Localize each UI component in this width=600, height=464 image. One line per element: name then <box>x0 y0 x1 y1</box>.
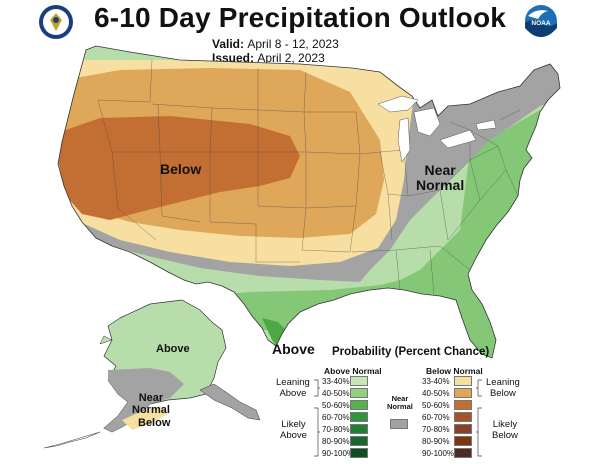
legend-above-pct: 60-70% <box>322 413 350 422</box>
svg-text:NOAA: NOAA <box>531 20 550 27</box>
legend-above-swatch <box>350 436 368 446</box>
likely-above-line1: Likely <box>281 419 306 430</box>
valid-line: Valid: April 8 - 12, 2023 <box>212 37 339 51</box>
issued-value: April 2, 2023 <box>257 51 325 65</box>
map-title: 6-10 Day Precipitation Outlook <box>93 2 507 33</box>
legend-below-swatch <box>454 448 472 458</box>
legend-below-swatch <box>454 388 472 398</box>
likely-below-line1: Likely <box>492 419 518 430</box>
label-below-alaska: Below <box>138 417 171 429</box>
leaning-below-line1: Leaning <box>486 377 520 388</box>
label-above-alaska: Above <box>156 343 190 355</box>
issued-line: Issued: April 2, 2023 <box>212 51 325 65</box>
likely-below-line2: Below <box>492 429 518 441</box>
leaning-above-line1: Leaning <box>276 377 310 388</box>
legend-above-swatch <box>350 388 368 398</box>
label-near-normal-east: Near Normal <box>416 163 464 192</box>
legend-below-pct: 80-90% <box>422 437 450 446</box>
legend-leaning-below: Leaning Below <box>486 377 520 400</box>
label-near-alaska-line2: Normal <box>132 403 170 416</box>
label-near-alaska-line1: Near <box>138 392 164 404</box>
legend-above-pct: 40-50% <box>322 389 350 398</box>
legend-above-swatch <box>350 412 368 422</box>
legend-below-pct: 70-80% <box>422 425 450 434</box>
legend-below-pct: 90-100% <box>422 449 455 458</box>
legend-above-header: Above Normal <box>324 366 382 376</box>
legend-likely-below: Likely Below <box>492 419 518 442</box>
legend-above-pct: 33-40% <box>322 377 350 386</box>
legend-near-line2: Normal <box>387 402 413 412</box>
legend-above-swatch <box>350 400 368 410</box>
legend-below-pct: 50-60% <box>422 401 450 410</box>
legend-near-line1: Near <box>391 394 409 403</box>
doc-seal-icon <box>38 4 74 45</box>
legend-below-swatch <box>454 436 472 446</box>
legend-above-swatch <box>350 376 368 386</box>
leaning-below-line2: Below <box>489 387 516 399</box>
legend-near-label: Near Normal <box>387 394 413 412</box>
legend-likely-above: Likely Above <box>280 419 307 442</box>
legend-below-pct: 40-50% <box>422 389 450 398</box>
legend-below-swatch <box>454 412 472 422</box>
leaning-above-line2: Above <box>279 387 307 399</box>
legend-below-swatch <box>454 400 472 410</box>
label-below-west: Below <box>160 161 202 177</box>
label-near-normal-alaska: Near Normal <box>132 392 170 416</box>
label-above-texas: Above <box>272 341 315 357</box>
legend-above-swatch <box>350 448 368 458</box>
legend: Probability (Percent Chance) Above Norma… <box>272 338 600 464</box>
noaa-logo-icon: NOAA <box>524 4 558 43</box>
legend-below-pct: 60-70% <box>422 413 450 422</box>
legend-above-pct: 70-80% <box>322 425 350 434</box>
legend-below-swatch <box>454 376 472 386</box>
valid-label: Valid: <box>212 37 245 51</box>
likely-above-line2: Above <box>280 429 307 441</box>
legend-above-swatch <box>350 424 368 434</box>
label-near-east-line2: Normal <box>416 176 465 193</box>
label-near-east-line1: Near <box>424 162 456 178</box>
legend-below-header: Below Normal <box>426 366 483 376</box>
valid-value: April 8 - 12, 2023 <box>247 37 339 51</box>
legend-title: Probability (Percent Chance) <box>332 346 490 358</box>
legend-brackets <box>314 379 482 457</box>
legend-below-pct: 33-40% <box>422 377 450 386</box>
legend-below-swatch <box>454 424 472 434</box>
legend-leaning-above: Leaning Above <box>276 377 310 400</box>
legend-near-swatch <box>390 419 408 429</box>
legend-above-pct: 50-60% <box>322 401 350 410</box>
legend-above-pct: 80-90% <box>322 437 350 446</box>
legend-above-pct: 90-100% <box>322 449 355 458</box>
